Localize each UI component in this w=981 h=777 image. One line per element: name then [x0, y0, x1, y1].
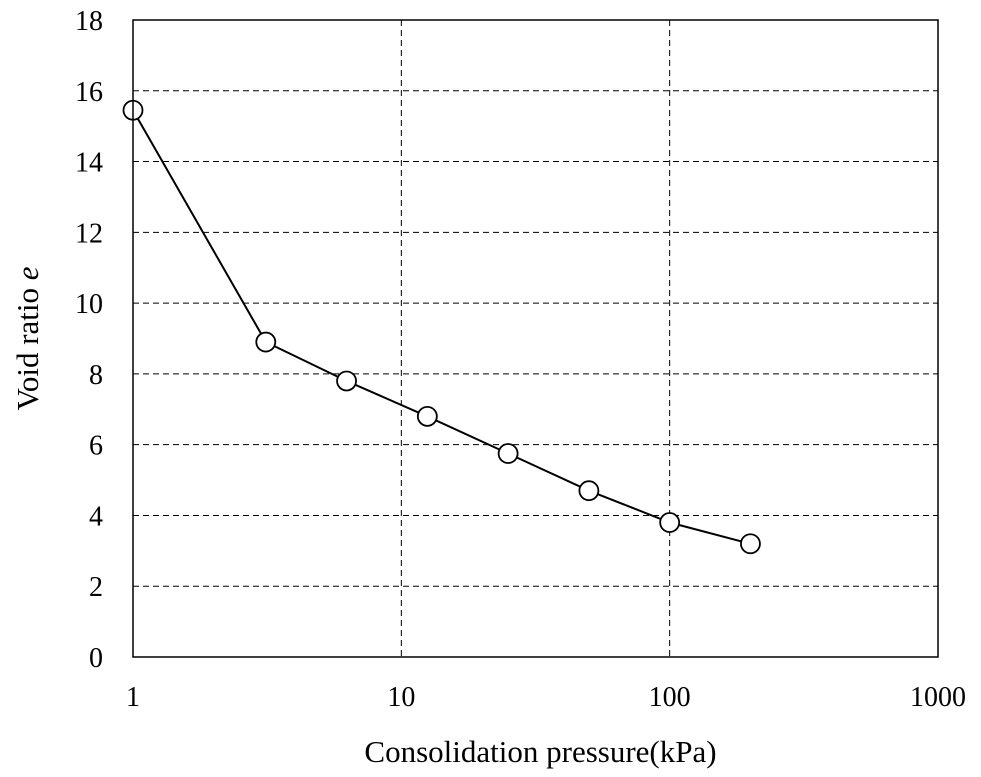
data-point: [255, 331, 277, 353]
y-tick-label: 18: [75, 6, 103, 37]
series-line: [132, 109, 751, 545]
x-tick-label: 100: [649, 682, 691, 713]
data-point: [659, 512, 681, 533]
y-tick-label: 6: [89, 431, 103, 462]
plot-frame: [132, 19, 939, 658]
y-tick-label: 8: [89, 360, 103, 391]
data-point: [578, 480, 600, 502]
y-axis-title-variable: e: [10, 266, 45, 280]
grid: [133, 20, 938, 657]
data-point: [416, 405, 438, 427]
tick-labels: 0 2 4 6 8 10 12 14 16 18 1 10 100 1000: [75, 6, 966, 713]
y-tick-label: 10: [75, 289, 103, 320]
y-tick-label: 12: [75, 218, 103, 249]
y-tick-label: 2: [89, 572, 103, 603]
data-point: [336, 370, 357, 392]
x-tick-label: 1000: [910, 682, 966, 713]
y-axis-title: Void ratio e: [10, 266, 45, 410]
data-point: [497, 443, 519, 464]
y-axis-title-text: Void ratio: [10, 280, 45, 410]
data-point: [740, 533, 761, 555]
x-tick-label: 1: [126, 682, 140, 713]
y-tick-label: 16: [75, 77, 103, 108]
y-tick-label: 4: [89, 501, 103, 532]
x-axis-title: Consolidation pressure(kPa): [364, 734, 716, 769]
x-tick-label: 10: [387, 682, 415, 713]
y-tick-label: 0: [89, 643, 103, 674]
y-tick-label: 14: [75, 148, 103, 179]
